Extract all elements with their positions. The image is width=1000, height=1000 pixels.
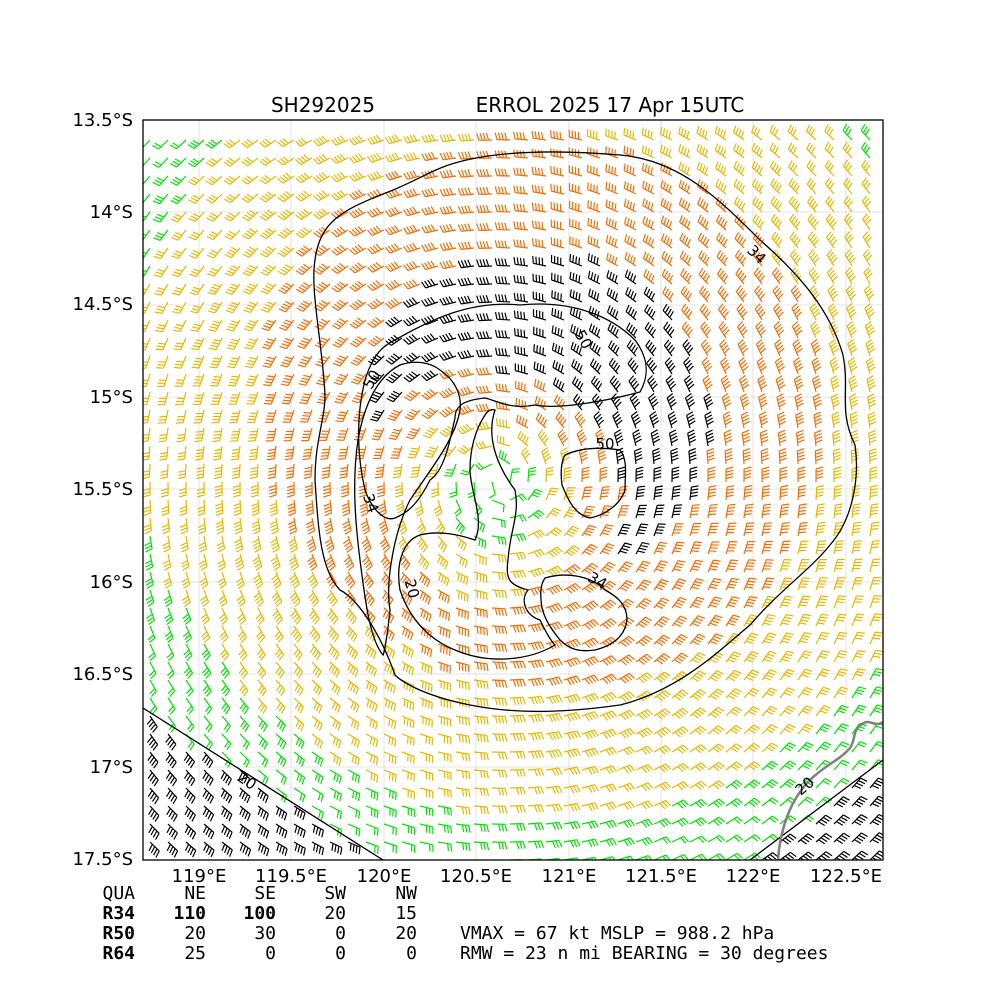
plot-area: 34 50 50 50 34 34 20 20 20 bbox=[143, 120, 883, 860]
contour-50kt-east bbox=[560, 447, 627, 519]
storm-id-title: SH292025 bbox=[271, 93, 375, 117]
table-cell: 30 bbox=[254, 923, 276, 944]
lon-tick-label: 122.5°E bbox=[810, 866, 882, 887]
rmw-bearing-line: RMW = 23 n mi BEARING = 30 degrees bbox=[460, 943, 828, 964]
table-cell: 20 bbox=[395, 923, 417, 944]
plot-frame bbox=[142, 119, 884, 861]
contour-34kt-inner bbox=[354, 361, 461, 657]
lat-tick-label: 16°S bbox=[90, 572, 133, 593]
lat-tick-label: 15.5°S bbox=[72, 479, 133, 500]
storm-name-title: ERROL 2025 17 Apr 15UTC bbox=[476, 93, 745, 117]
lon-tick-label: 121°E bbox=[542, 866, 597, 887]
table-cell: 20 bbox=[184, 923, 206, 944]
table-cell: R50 bbox=[102, 923, 135, 944]
table-cell: R64 bbox=[102, 943, 135, 964]
wind-barbs-gale bbox=[143, 124, 883, 815]
table-cell: 110 bbox=[173, 903, 206, 924]
wind-barbs-below-34kt bbox=[143, 123, 883, 860]
lon-tick-label: 120.5°E bbox=[440, 866, 512, 887]
table-row-r34: R34 110 100 20 15 bbox=[102, 903, 417, 924]
contour-20kt-inner bbox=[398, 409, 557, 660]
plot-background bbox=[143, 120, 883, 860]
contour-label: 34 bbox=[359, 491, 382, 515]
table-header-cell: QUA bbox=[102, 883, 135, 904]
contour-label: 20 bbox=[401, 577, 423, 600]
contour-34kt-south bbox=[540, 574, 628, 652]
wind-radii-table: QUA NE SE SW NW R34 110 100 20 15 R50 20… bbox=[102, 883, 417, 964]
latitude-axis: 13.5°S 14°S 14.5°S 15°S 15.5°S 16°S 16.5… bbox=[72, 110, 133, 870]
table-cell: 0 bbox=[265, 943, 276, 964]
contour-label: 50 bbox=[595, 435, 614, 453]
table-cell: 100 bbox=[243, 903, 276, 924]
table-header-cell: SW bbox=[324, 883, 346, 904]
table-cell: 0 bbox=[335, 923, 346, 944]
table-cell: R34 bbox=[102, 903, 135, 924]
table-cell: 0 bbox=[335, 943, 346, 964]
lon-tick-label: 120°E bbox=[357, 866, 412, 887]
lat-tick-label: 17.5°S bbox=[72, 849, 133, 870]
coastline bbox=[776, 720, 883, 860]
wind-speed-contours bbox=[143, 151, 883, 860]
contour-20kt-southeast bbox=[749, 759, 883, 860]
lat-tick-label: 15°S bbox=[90, 387, 133, 408]
table-header-row: QUA NE SE SW NW bbox=[102, 883, 417, 904]
lon-tick-label: 119.5°E bbox=[255, 866, 327, 887]
lat-tick-label: 13.5°S bbox=[72, 110, 133, 131]
wind-barbs-hurricane bbox=[146, 253, 883, 860]
longitude-axis: 119°E 119.5°E 120°E 120.5°E 121°E 121.5°… bbox=[172, 866, 882, 887]
lon-tick-label: 121.5°E bbox=[625, 866, 697, 887]
lat-tick-label: 14°S bbox=[90, 202, 133, 223]
lat-tick-label: 16.5°S bbox=[72, 664, 133, 685]
table-cell: 0 bbox=[406, 943, 417, 964]
lon-tick-label: 119°E bbox=[172, 866, 227, 887]
table-cell: 15 bbox=[395, 903, 417, 924]
contour-34kt-outer bbox=[313, 151, 858, 713]
lat-tick-label: 14.5°S bbox=[72, 294, 133, 315]
lat-tick-label: 17°S bbox=[90, 757, 133, 778]
table-header-cell: SE bbox=[254, 883, 276, 904]
table-row-r64: R64 25 0 0 0 bbox=[102, 943, 417, 964]
table-header-cell: NE bbox=[184, 883, 206, 904]
contour-20kt-southwest bbox=[143, 707, 384, 860]
vmax-mslp-line: VMAX = 67 kt MSLP = 988.2 hPa bbox=[460, 923, 774, 944]
lon-tick-label: 122°E bbox=[726, 866, 781, 887]
table-row-r50: R50 20 30 0 20 bbox=[102, 923, 417, 944]
storm-summary: VMAX = 67 kt MSLP = 988.2 hPa RMW = 23 n… bbox=[460, 923, 828, 964]
table-cell: 20 bbox=[324, 903, 346, 924]
wind-barbs bbox=[143, 123, 883, 860]
table-header-cell: NW bbox=[395, 883, 417, 904]
contour-50kt-north bbox=[357, 303, 647, 520]
table-cell: 25 bbox=[184, 943, 206, 964]
